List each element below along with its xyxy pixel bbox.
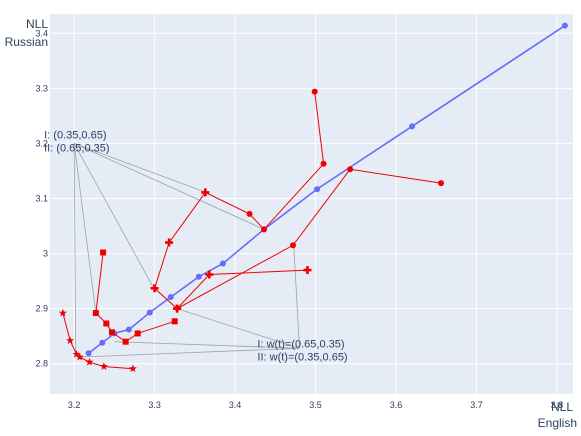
circle-marker [314,186,321,193]
y-tick-labels: 2.8 2.9 3 3.1 3.2 3.3 3.4 [35,28,48,368]
circle-marker [261,226,268,233]
plus-marker [150,284,159,293]
callout-line [114,341,300,349]
x-tick-label: 3.5 [309,400,322,410]
square-marker [100,249,107,256]
star-marker [128,364,137,373]
annotation-text: I: (0.35,0.65) [44,129,106,141]
circle-marker [99,339,106,346]
y-axis-label-line2: Russian [5,35,48,49]
circle-marker [320,160,327,167]
annotation-text: II: (0.65,0.35) [44,142,109,154]
x-axis-label-line2: English [538,416,577,430]
plus-marker [303,266,312,275]
x-axis-label-line1: NLL [551,400,573,414]
grid-lines [50,14,573,394]
callout-line [175,307,300,349]
square-marker [134,330,141,337]
plus-marker [165,238,174,247]
circle-marker [438,180,445,187]
star-marker [72,350,81,358]
square-marker [108,329,115,336]
x-tick-label: 3.4 [229,400,242,410]
plus-marker [201,188,210,197]
square-marker [171,318,178,325]
y-tick-label: 3.3 [35,83,48,93]
y-axis-label-line1: NLL [26,17,48,31]
callout-line [73,143,207,193]
circle-marker [561,22,568,29]
plus-marker [173,304,182,313]
plus-marker [205,270,214,279]
circle-marker [219,260,226,267]
annotation-text: I: w(t)=(0.65,0.35) [257,338,344,350]
star-marker [85,357,94,366]
circle-marker [409,123,416,130]
square-marker [92,310,99,317]
callout-line [73,143,97,314]
circle-marker [195,273,202,280]
plot-area [50,14,573,394]
callout-line [293,245,300,349]
square-marker [122,338,129,345]
x-tick-label: 3.6 [390,400,403,410]
series-3 [92,249,178,345]
y-tick-label: 2.8 [35,359,48,369]
circle-marker [347,166,354,173]
y-tick-label: 3.4 [35,28,48,38]
annotations: I: (0.35,0.65)II: (0.65,0.35) I: w(t)=(0.… [44,129,347,363]
x-tick-label: 3.3 [148,400,161,410]
circle-marker [85,350,92,357]
callout-line [73,143,77,356]
y-tick-label: 3 [43,249,48,259]
circle-marker [289,242,296,249]
y-tick-label: 3.1 [35,193,48,203]
star-marker [75,352,84,361]
annotation-callout-lines [73,143,300,358]
circle-marker [125,326,132,333]
x-tick-labels: 3.2 3.3 3.4 3.5 3.6 3.7 3.8 [68,400,563,410]
series-4 [58,308,137,373]
callout-line [78,347,300,358]
annotation-text: II: w(t)=(0.35,0.65) [257,351,347,363]
callout-line [73,143,265,230]
star-marker [66,336,75,344]
circle-marker [311,88,318,95]
star-marker [99,362,108,370]
x-tick-label: 3.8 [551,400,564,410]
series-2 [173,266,312,313]
x-tick-label: 3.2 [68,400,81,410]
circle-marker [167,294,174,301]
y-tick-label: 3.2 [35,138,48,148]
star-marker [58,308,67,317]
y-tick-label: 2.9 [35,304,48,314]
square-marker [103,320,110,327]
x-tick-label: 3.7 [470,400,483,410]
callout-line [73,143,155,289]
data-series [58,22,568,373]
circle-marker [246,210,253,217]
circle-marker [146,309,153,316]
